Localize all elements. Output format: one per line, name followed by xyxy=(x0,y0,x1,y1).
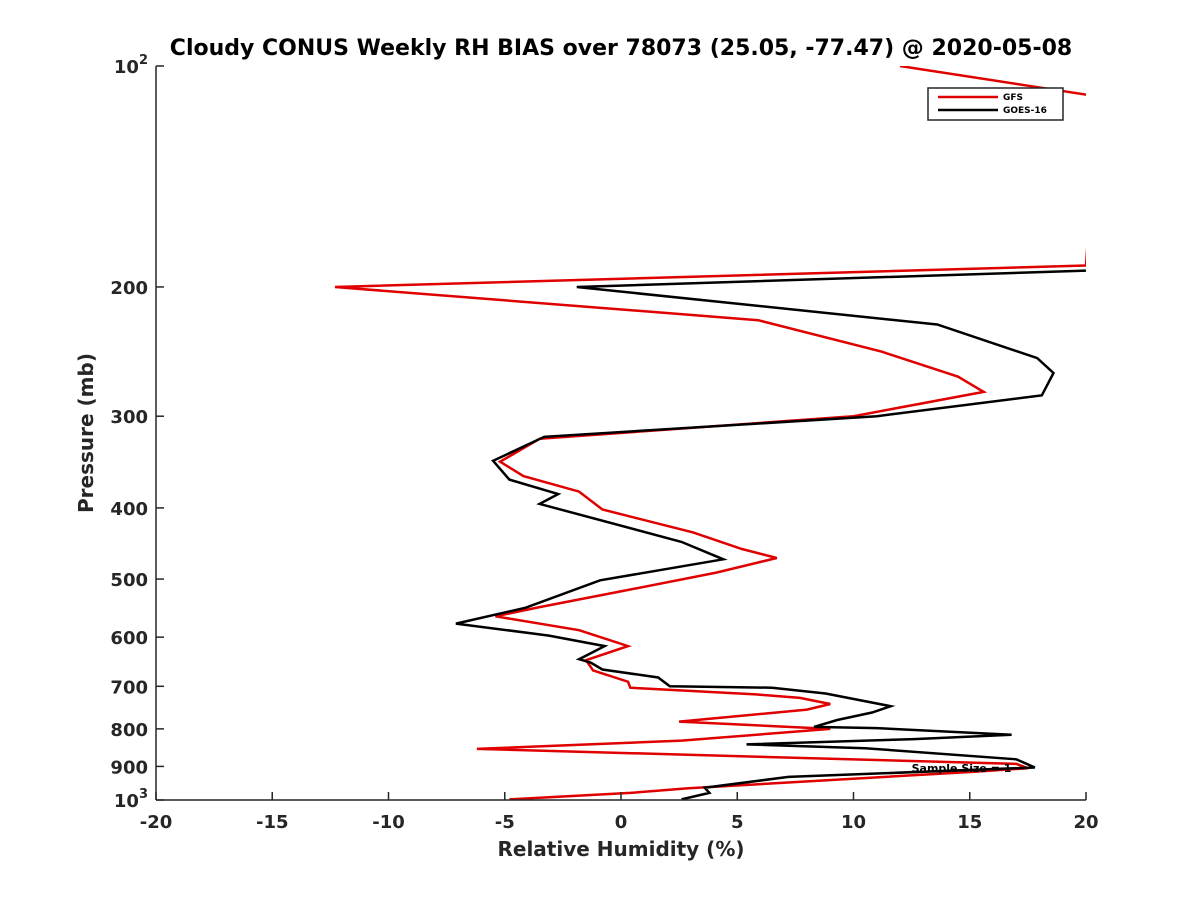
x-tick-label: -5 xyxy=(495,812,515,833)
x-tick-label: -20 xyxy=(140,812,173,833)
y-tick-label: 700 xyxy=(110,677,148,698)
y-tick-label: 600 xyxy=(110,628,148,649)
x-tick-label: 20 xyxy=(1073,812,1098,833)
legend: GFS GOES-16 xyxy=(927,87,1064,121)
series-line-gfs xyxy=(334,66,1086,800)
y-tick-label: 400 xyxy=(110,499,148,520)
y-axis-label: Pressure (mb) xyxy=(74,353,98,513)
legend-label-goes-16: GOES-16 xyxy=(1003,106,1047,116)
y-tick-label: 900 xyxy=(110,757,148,778)
x-tick-label: 10 xyxy=(841,812,866,833)
y-axis-ticks: 102 200 300 400 500 600 700 800 900 103 xyxy=(110,53,164,812)
x-tick-label: 15 xyxy=(957,812,982,833)
x-tick-label: -15 xyxy=(256,812,289,833)
y-tick-label: 200 xyxy=(110,278,148,299)
y-tick-label: 800 xyxy=(110,720,148,741)
x-axis-label: Relative Humidity (%) xyxy=(497,837,744,861)
y-tick-label: 102 xyxy=(114,53,148,78)
series-layer xyxy=(334,66,1086,800)
x-axis-ticks: -20 -15 -10 -5 0 5 10 15 20 xyxy=(140,792,1099,833)
series-line-goes-16 xyxy=(455,269,1086,800)
legend-box xyxy=(927,87,1064,121)
x-tick-label: 5 xyxy=(731,812,744,833)
x-tick-label: 0 xyxy=(615,812,628,833)
x-tick-label: -10 xyxy=(372,812,405,833)
legend-label-gfs: GFS xyxy=(1003,93,1023,103)
y-tick-label: 103 xyxy=(114,787,148,812)
y-tick-label: 300 xyxy=(110,407,148,428)
sample-size-annotation: Sample Size = 1 xyxy=(912,762,1012,775)
y-tick-label: 500 xyxy=(110,570,148,591)
chart-title: Cloudy CONUS Weekly RH BIAS over 78073 (… xyxy=(170,36,1072,61)
